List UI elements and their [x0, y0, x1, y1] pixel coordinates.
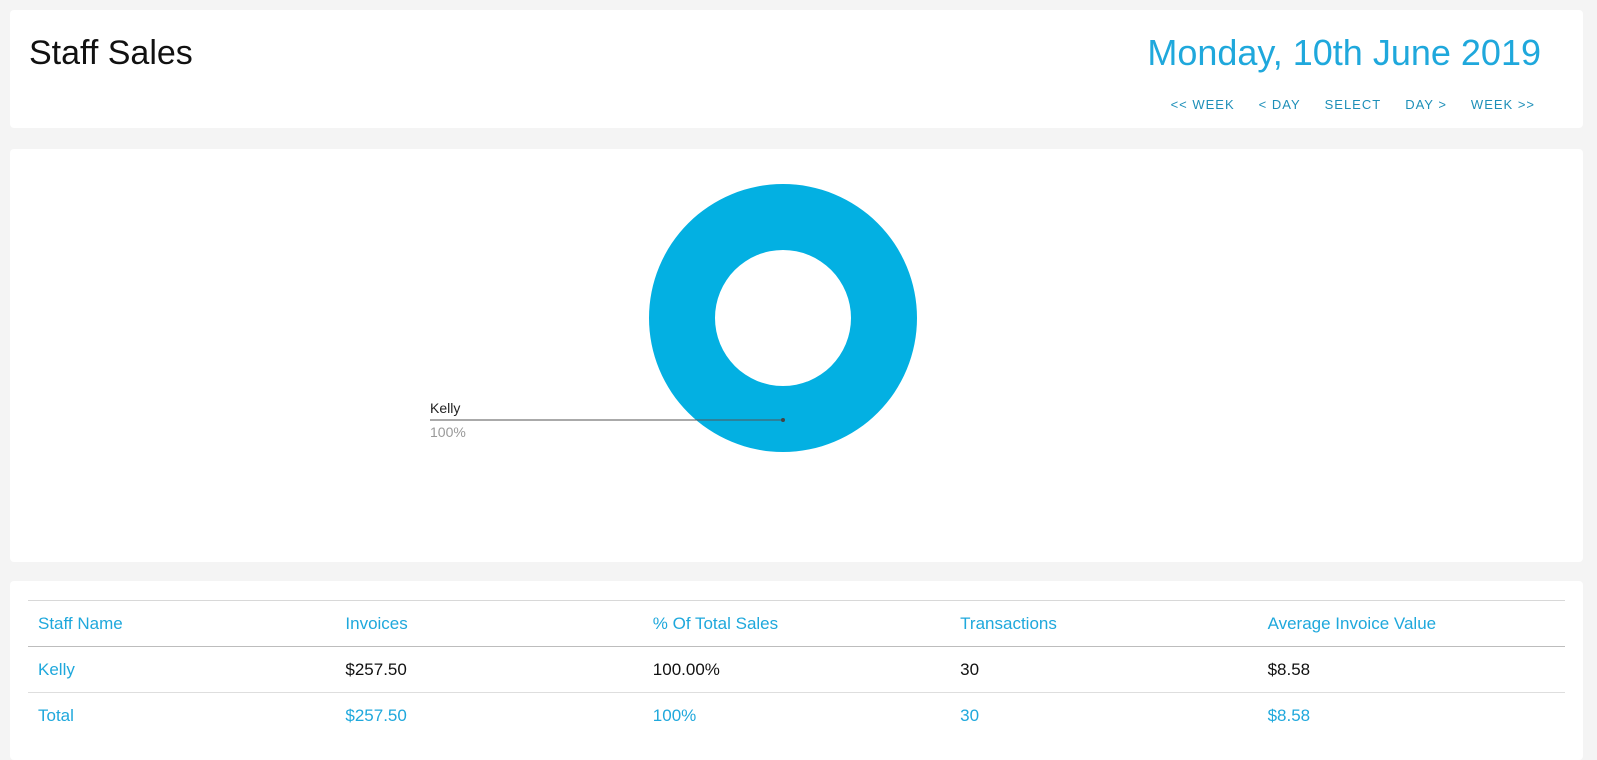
table-header-row: Staff Name Invoices % Of Total Sales Tra…: [28, 600, 1565, 647]
next-day-button[interactable]: DAY >: [1405, 97, 1447, 112]
table-total-row: Total $257.50 100% 30 $8.58: [28, 693, 1565, 739]
prev-day-button[interactable]: < DAY: [1258, 97, 1301, 112]
total-transactions: 30: [960, 705, 980, 725]
transactions-cell: 30: [960, 659, 980, 679]
total-label: Total: [38, 705, 74, 725]
column-header-transactions[interactable]: Transactions: [960, 613, 1057, 633]
column-header-invoices[interactable]: Invoices: [345, 613, 408, 633]
donut-slice-kelly[interactable]: [649, 184, 917, 452]
header-card: Staff Sales Monday, 10th June 2019 << WE…: [10, 10, 1583, 128]
page-title: Staff Sales: [29, 34, 193, 72]
next-week-button[interactable]: WEEK >>: [1470, 97, 1535, 112]
staff-sales-donut-chart: Kelly 100%: [430, 184, 917, 452]
table-row: Kelly $257.50 100.00% 30 $8.58: [28, 647, 1565, 693]
label-leader-dot: [781, 418, 785, 422]
select-date-button[interactable]: SELECT: [1324, 97, 1382, 112]
staff-name-link[interactable]: Kelly: [38, 659, 75, 679]
slice-label-percent: 100%: [430, 424, 466, 440]
total-average-invoice-value: $8.58: [1267, 705, 1311, 725]
average-invoice-value-cell: $8.58: [1267, 659, 1311, 679]
column-header-percent-total-sales[interactable]: % Of Total Sales: [652, 613, 779, 633]
date-navigation: << WEEK < DAY SELECT DAY > WEEK >>: [1147, 97, 1535, 112]
total-invoices: $257.50: [345, 705, 407, 725]
table-card: Staff Name Invoices % Of Total Sales Tra…: [10, 581, 1583, 760]
slice-label-name: Kelly: [430, 400, 460, 416]
column-header-staff-name[interactable]: Staff Name: [38, 613, 123, 633]
total-percent: 100%: [652, 705, 697, 725]
invoices-cell: $257.50: [345, 659, 407, 679]
chart-card: Kelly 100%: [10, 149, 1583, 562]
staff-sales-table: Staff Name Invoices % Of Total Sales Tra…: [28, 600, 1565, 739]
column-header-average-invoice-value[interactable]: Average Invoice Value: [1267, 613, 1437, 633]
percent-total-sales-cell: 100.00%: [652, 659, 720, 679]
prev-week-button[interactable]: << WEEK: [1170, 97, 1235, 112]
selected-date: Monday, 10th June 2019: [1147, 32, 1541, 73]
